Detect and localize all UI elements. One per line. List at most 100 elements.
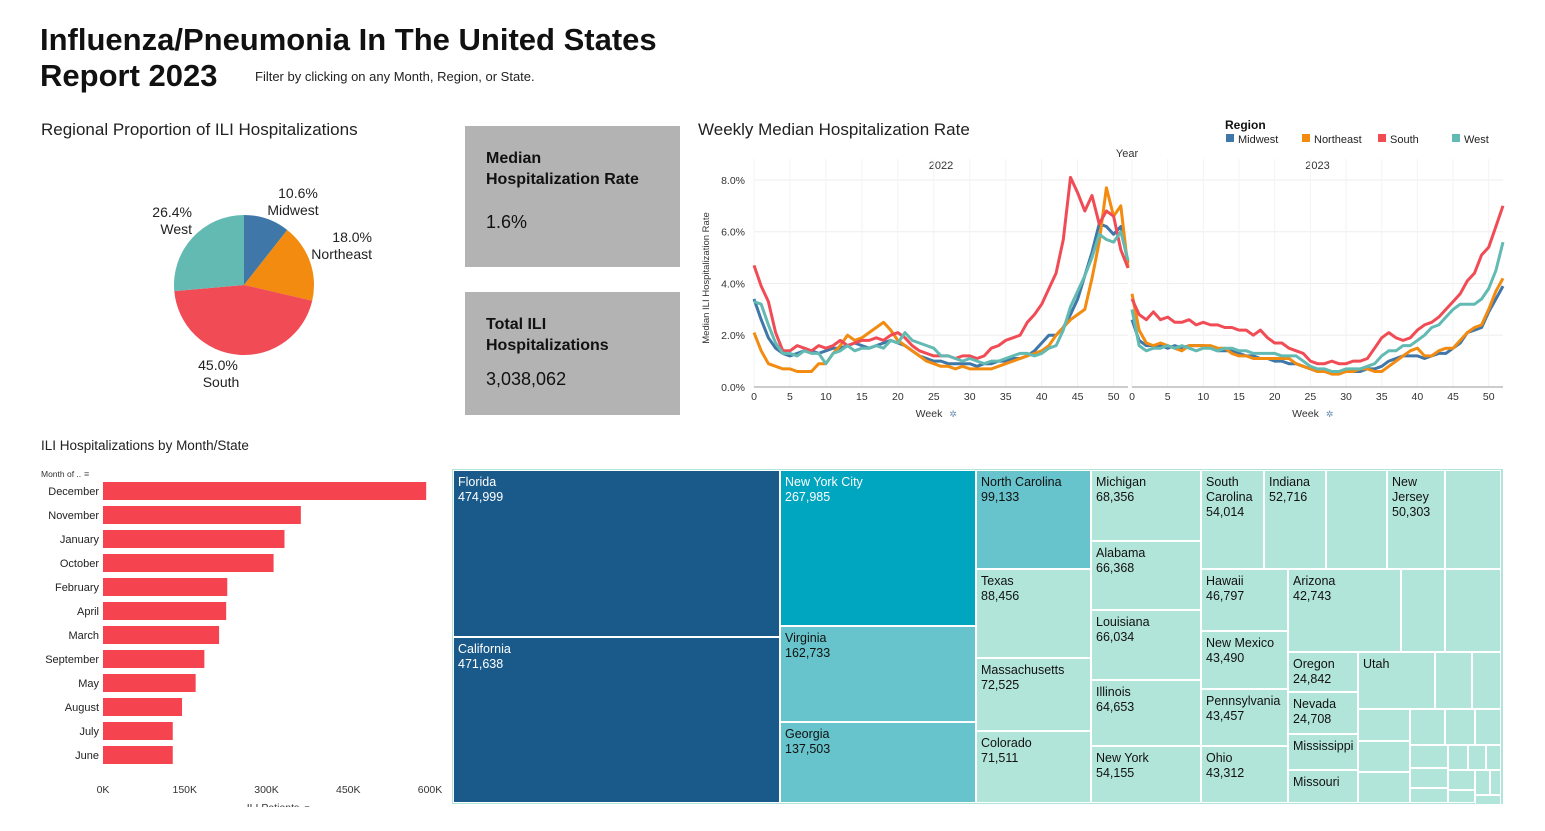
treemap-cell-florida[interactable]: Florida 474,999	[453, 470, 780, 637]
treemap-cell-small[interactable]	[1435, 652, 1472, 709]
treemap-cell-small[interactable]	[1445, 569, 1501, 652]
pie-slice-northeast[interactable]	[244, 229, 315, 301]
treemap-cell-small[interactable]	[1448, 745, 1468, 770]
line-west-2023[interactable]	[1130, 241, 1505, 373]
treemap-cell-new-mexico[interactable]: New Mexico 43,490	[1201, 631, 1288, 689]
treemap-cell-georgia[interactable]: Georgia 137,503	[780, 722, 976, 803]
median-rate-card[interactable]: Median Hospitalization Rate 1.6%	[465, 126, 680, 267]
treemap-cell-colorado[interactable]: Colorado 71,511	[976, 731, 1091, 803]
treemap-cell-small[interactable]	[1490, 770, 1501, 795]
panel-year-2022[interactable]: 2022	[929, 160, 953, 172]
bar-label-december[interactable]: December	[48, 486, 99, 498]
bar-label-september[interactable]: September	[45, 654, 99, 666]
bar-label-june[interactable]: June	[75, 750, 99, 762]
bar-january[interactable]	[103, 530, 285, 548]
pie-slice-west[interactable]	[174, 215, 244, 292]
treemap-cell-small[interactable]	[1410, 768, 1448, 788]
bar-label-july[interactable]: July	[79, 726, 99, 738]
treemap-cell-small[interactable]	[1475, 709, 1501, 745]
bar-label-august[interactable]: August	[65, 702, 99, 714]
treemap-cell-new-york-city[interactable]: New York City 267,985	[780, 470, 976, 626]
treemap-cell-arizona[interactable]: Arizona 42,743	[1288, 569, 1401, 652]
treemap-cell-small[interactable]	[1448, 790, 1475, 803]
treemap-cell-indiana[interactable]: Indiana 52,716	[1264, 470, 1326, 569]
treemap-cell-michigan[interactable]: Michigan 68,356	[1091, 470, 1201, 541]
bar-label-october[interactable]: October	[60, 558, 99, 570]
bar-july[interactable]	[103, 722, 173, 740]
treemap-cell-oregon[interactable]: Oregon 24,842	[1288, 652, 1358, 692]
legend-swatch-south[interactable]	[1378, 134, 1386, 142]
bar-february[interactable]	[103, 578, 228, 596]
bar-label-january[interactable]: January	[60, 534, 100, 546]
treemap-cell-south-carolina[interactable]: South Carolina 54,014	[1201, 470, 1264, 569]
treemap-cell-pennsylvania[interactable]: Pennsylvania 43,457	[1201, 689, 1288, 746]
treemap-cell-small[interactable]	[1445, 709, 1475, 745]
treemap-cell-small[interactable]	[1358, 741, 1410, 772]
treemap-cell-north-carolina[interactable]: North Carolina 99,133	[976, 470, 1091, 569]
treemap-cell-alabama[interactable]: Alabama 66,368	[1091, 541, 1201, 610]
treemap-cell-illinois[interactable]: Illinois 64,653	[1091, 680, 1201, 746]
bar-may[interactable]	[103, 674, 196, 692]
bar-september[interactable]	[103, 650, 205, 668]
treemap-cell-california[interactable]: California 471,638	[453, 637, 780, 803]
legend-swatch-northeast[interactable]	[1302, 134, 1310, 142]
treemap-cell-utah[interactable]: Utah	[1358, 652, 1435, 709]
legend-label-northeast[interactable]: Northeast	[1314, 134, 1362, 146]
bar-october[interactable]	[103, 554, 274, 572]
treemap-cell-small[interactable]	[1358, 709, 1410, 741]
treemap-cell-mississippi[interactable]: Mississippi	[1288, 734, 1358, 770]
pin-icon[interactable]: ✲	[949, 409, 957, 419]
treemap-cell-nevada[interactable]: Nevada 24,708	[1288, 692, 1358, 734]
treemap-cell-small[interactable]	[1448, 770, 1475, 790]
treemap-cell-hawaii[interactable]: Hawaii 46,797	[1201, 569, 1288, 631]
state-treemap[interactable]: Florida 474,999 California 471,638 New York …	[452, 469, 1503, 805]
bar-march[interactable]	[103, 626, 220, 644]
line-northeast-2023[interactable]	[1130, 277, 1505, 376]
bar-label-april[interactable]: April	[77, 606, 99, 618]
treemap-cell-virginia[interactable]: Virginia 162,733	[780, 626, 976, 722]
treemap-cell-small[interactable]	[1401, 569, 1445, 652]
pie-slice-midwest[interactable]	[244, 215, 288, 285]
line-midwest-2022[interactable]	[752, 222, 1130, 368]
bar-label-march[interactable]: March	[68, 630, 99, 642]
treemap-cell-small[interactable]	[1486, 745, 1501, 770]
bar-june[interactable]	[103, 746, 173, 764]
bar-august[interactable]	[103, 698, 183, 716]
treemap-cell-new-york[interactable]: New York 54,155	[1091, 746, 1201, 803]
total-hosp-card[interactable]: Total ILI Hospitalizations 3,038,062	[465, 292, 680, 415]
bar-april[interactable]	[103, 602, 227, 620]
line-midwest-2023[interactable]	[1130, 285, 1505, 373]
treemap-cell-small[interactable]	[1410, 788, 1448, 803]
legend-label-west[interactable]: West	[1464, 134, 1489, 146]
treemap-cell-small[interactable]	[1358, 772, 1410, 803]
treemap-cell-louisiana[interactable]: Louisiana 66,034	[1091, 610, 1201, 680]
legend-label-midwest[interactable]: Midwest	[1238, 134, 1278, 146]
treemap-cell-missouri[interactable]: Missouri	[1288, 770, 1358, 803]
line-northeast-2022[interactable]	[752, 186, 1130, 373]
legend-swatch-west[interactable]	[1452, 134, 1460, 142]
legend-swatch-midwest[interactable]	[1226, 134, 1234, 142]
line-chart[interactable]: Region Midwest Northeast South West Year 0.0% 2…	[690, 112, 1520, 427]
bar-label-may[interactable]: May	[78, 678, 99, 690]
treemap-cell-small[interactable]	[1410, 745, 1448, 768]
treemap-cell-massachusetts[interactable]: Massachusetts 72,525	[976, 658, 1091, 731]
bar-label-november[interactable]: November	[48, 510, 99, 522]
sort-icon[interactable]: ≡	[304, 803, 309, 807]
treemap-cell-small[interactable]	[1410, 709, 1445, 745]
bar-label-february[interactable]: February	[55, 582, 100, 594]
sort-icon[interactable]: ≡	[84, 469, 89, 479]
treemap-cell-new-jersey[interactable]: New Jersey 50,303	[1387, 470, 1445, 569]
treemap-cell-small[interactable]	[1475, 795, 1501, 805]
line-south-2023[interactable]	[1130, 205, 1505, 366]
pin-icon[interactable]: ✲	[1326, 409, 1334, 419]
panel-year-2023[interactable]: 2023	[1305, 160, 1329, 172]
legend-label-south[interactable]: South	[1390, 134, 1419, 146]
pie-slice-south[interactable]	[174, 285, 313, 356]
pie-chart[interactable]: 10.6%Midwest 18.0%Northeast 45.0%South 26.4…	[0, 140, 450, 410]
treemap-cell-small[interactable]	[1445, 470, 1501, 569]
treemap-cell-ohio[interactable]: Ohio 43,312	[1201, 746, 1288, 803]
line-west-2022[interactable]	[753, 230, 1130, 366]
treemap-cell-small[interactable]	[1475, 770, 1490, 795]
bar-november[interactable]	[103, 506, 301, 524]
treemap-cell-texas[interactable]: Texas 88,456	[976, 569, 1091, 658]
